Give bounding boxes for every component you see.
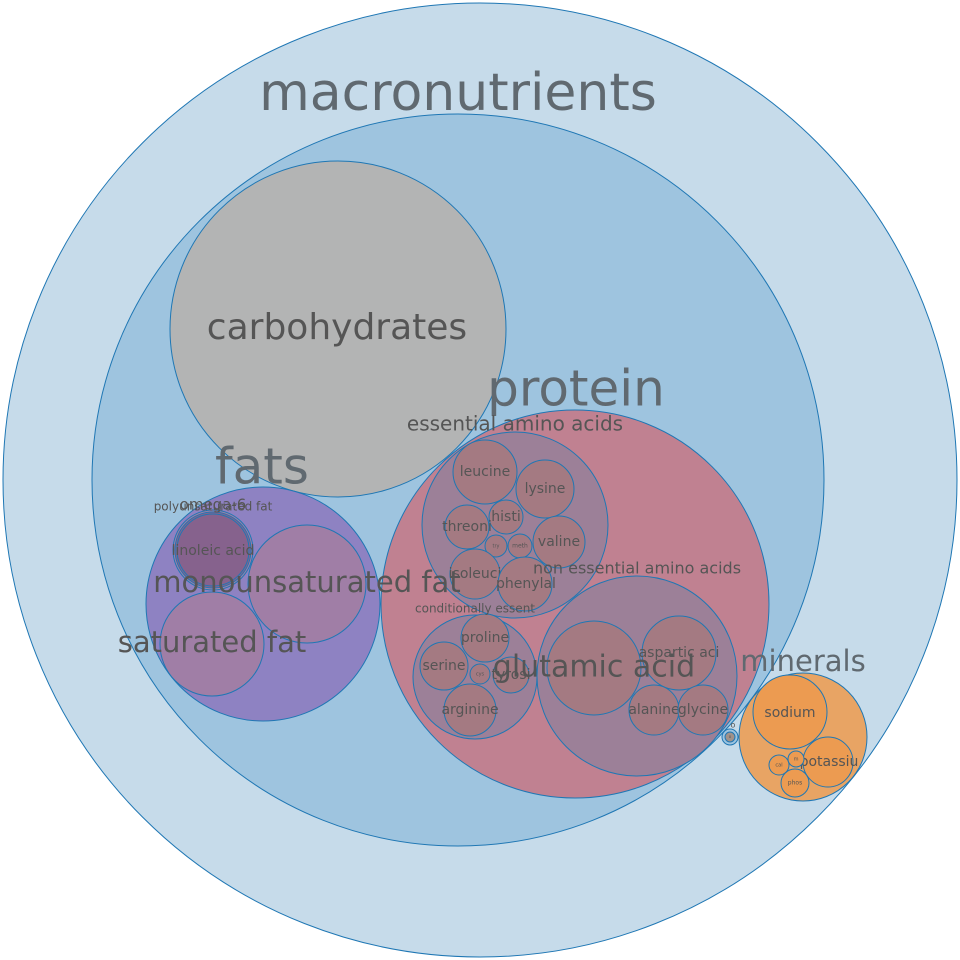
aspartic-acid-label: aspartic aci — [639, 645, 720, 661]
minerals-label: minerals — [740, 644, 865, 678]
potassium-label: potassiu — [800, 754, 859, 770]
cysteine-bubble[interactable] — [469, 663, 491, 685]
tyrosine-bubble[interactable] — [492, 656, 530, 694]
arginine-label: arginine — [441, 702, 498, 718]
leucine-bubble[interactable] — [452, 439, 518, 505]
other-label: o — [731, 721, 736, 730]
threonine-bubble[interactable] — [444, 504, 490, 550]
linoleic-acid-bubble[interactable] — [176, 513, 250, 587]
carbohydrates-label: carbohydrates — [207, 307, 467, 348]
polyunsaturated-fat-label: polyunsaturated fat — [154, 500, 273, 514]
glutamic-acid-label: glutamic acid — [493, 650, 695, 685]
serine-label: serine — [422, 658, 465, 674]
carbohydrates-bubble[interactable] — [169, 160, 507, 498]
sodium-label: sodium — [764, 705, 815, 721]
magnesium-label: m — [794, 757, 799, 763]
essential-amino-acids-label: essential amino acids — [407, 412, 623, 436]
tyrosine-label: tyrosi — [492, 667, 531, 683]
histidine-label: histi — [491, 509, 520, 525]
magnesium-bubble[interactable] — [787, 750, 805, 768]
linoleic-acid-label: linoleic acid — [172, 543, 255, 559]
other-inner-bubble[interactable] — [724, 731, 736, 743]
methionine-label: meth — [512, 543, 528, 550]
valine-label: valine — [538, 534, 580, 550]
glutamic-acid-bubble[interactable] — [546, 620, 642, 716]
lysine-label: lysine — [525, 481, 566, 497]
glycine-label: glycine — [678, 702, 728, 718]
tryptophan-label: try — [493, 544, 500, 550]
valine-bubble[interactable] — [532, 515, 586, 569]
calcium-label: cal — [775, 763, 782, 769]
leucine-label: leucine — [460, 464, 510, 480]
protein-label: protein — [487, 360, 665, 418]
glycine-bubble[interactable] — [677, 684, 729, 736]
lysine-bubble[interactable] — [515, 459, 575, 519]
histidine-bubble[interactable] — [488, 499, 524, 535]
alanine-label: alanine — [628, 702, 679, 718]
phosphorus-label: phos — [788, 780, 802, 787]
serine-bubble[interactable] — [419, 641, 469, 691]
conditionally-essential-label: conditionally essent — [415, 602, 535, 616]
phenylalanine-label: phenylal — [496, 576, 556, 592]
isoleucine-label: isoleuci — [449, 566, 502, 582]
omega-6-label: omega-6 — [180, 496, 247, 514]
macronutrients-label: macronutrients — [259, 63, 657, 123]
non-essential-amino-acids-label: non essential amino acids — [533, 559, 741, 578]
threonine-label: threoni — [442, 519, 492, 535]
other-inner-label: o — [729, 734, 732, 739]
saturated-fat-label: saturated fat — [118, 625, 307, 659]
proline-bubble[interactable] — [460, 613, 510, 663]
arginine-bubble[interactable] — [443, 683, 497, 737]
cysteine-label: cys — [476, 672, 485, 678]
phenylalanine-bubble[interactable] — [497, 556, 553, 612]
saturated-fat-bubble[interactable] — [159, 591, 265, 697]
phosphorus-bubble[interactable] — [780, 768, 810, 798]
calcium-bubble[interactable] — [768, 754, 790, 776]
monounsaturated-fat-bubble[interactable] — [247, 524, 367, 644]
sodium-bubble[interactable] — [752, 674, 828, 750]
monounsaturated-fat-label: monounsaturated fat — [153, 565, 460, 599]
aspartic-acid-bubble[interactable] — [641, 615, 717, 691]
proline-label: proline — [461, 630, 509, 646]
fats-label: fats — [215, 438, 309, 496]
tryptophan-bubble[interactable] — [484, 534, 508, 558]
